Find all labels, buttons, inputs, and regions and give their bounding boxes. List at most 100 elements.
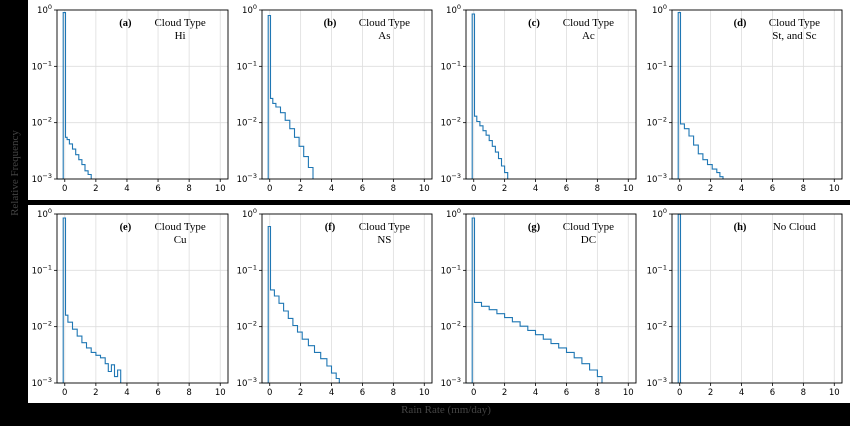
panel-annotation: Cloud Type: [769, 17, 820, 29]
panel-annotation: As: [378, 30, 390, 42]
y-tick-label: 100: [37, 3, 52, 16]
series-line: [57, 217, 122, 384]
y-tick-label: 10−1: [441, 263, 461, 276]
x-tick-label: 2: [708, 388, 713, 398]
x-tick-label: 6: [770, 184, 775, 194]
x-tick-label: 6: [155, 388, 160, 398]
x-tick-label: 6: [360, 388, 365, 398]
x-tick-label: 0: [62, 184, 67, 194]
x-tick-label: 8: [391, 388, 396, 398]
x-tick-label: 2: [93, 388, 98, 398]
x-tick-label: 0: [267, 184, 272, 194]
panel-background: [28, 205, 235, 403]
y-tick-label: 10−2: [32, 116, 52, 129]
x-tick-label: 4: [533, 388, 538, 398]
x-tick-label: 10: [829, 184, 840, 194]
x-tick-label: 2: [708, 184, 713, 194]
y-tick-label: 100: [242, 3, 257, 16]
y-tick-label: 10−1: [237, 263, 257, 276]
y-tick-label: 10−3: [32, 172, 52, 185]
x-tick-label: 0: [62, 388, 67, 398]
panel-background: [643, 0, 850, 200]
axes-frame: [56, 9, 229, 180]
x-tick-label: 4: [124, 184, 129, 194]
panel-label: (f): [325, 222, 336, 233]
y-tick-label: 10−3: [441, 172, 461, 185]
x-tick-label: 10: [623, 388, 634, 398]
panel-annotation: Cloud Type: [359, 17, 410, 29]
y-tick-label: 10−2: [647, 116, 667, 129]
y-tick-label: 100: [446, 207, 461, 220]
panel-annotation: Cloud Type: [154, 17, 205, 29]
x-axis-title: Rain Rate (mm/day): [401, 404, 491, 416]
x-tick-label: 8: [595, 388, 600, 398]
x-tick-label: 10: [215, 388, 226, 398]
x-tick-label: 0: [677, 184, 682, 194]
y-tick-label: 10−1: [237, 59, 257, 72]
panel-background: [643, 205, 850, 403]
y-tick-label: 10−2: [237, 320, 257, 333]
panel-label: (e): [120, 222, 132, 233]
x-tick-label: 2: [502, 184, 507, 194]
y-tick-label: 10−1: [32, 59, 52, 72]
y-tick-label: 100: [37, 207, 52, 220]
axes-frame: [671, 9, 843, 180]
y-tick-label: 10−3: [441, 376, 461, 389]
x-tick-label: 6: [564, 184, 569, 194]
panel-label: (b): [324, 18, 337, 29]
y-tick-label: 10−3: [32, 376, 52, 389]
x-tick-label: 8: [186, 184, 191, 194]
y-tick-label: 100: [446, 3, 461, 16]
x-tick-label: 8: [186, 388, 191, 398]
y-tick-label: 10−1: [32, 263, 52, 276]
x-tick-label: 4: [329, 388, 334, 398]
panel-annotation: Ac: [582, 30, 595, 42]
y-axis-title: Relative Frequency: [9, 130, 21, 216]
series-line: [262, 225, 340, 384]
panel-background: [437, 0, 644, 200]
panel-annotation: Cloud Type: [563, 221, 614, 233]
y-tick-label: 100: [242, 207, 257, 220]
x-tick-label: 2: [93, 184, 98, 194]
x-tick-label: 2: [298, 184, 303, 194]
panel-annotation: Cloud Type: [563, 17, 614, 29]
axes-frame: [261, 9, 433, 180]
x-tick-label: 10: [623, 184, 634, 194]
x-tick-label: 8: [801, 184, 806, 194]
x-tick-label: 4: [124, 388, 129, 398]
y-tick-label: 10−3: [237, 172, 257, 185]
x-tick-label: 6: [770, 388, 775, 398]
panel-annotation: Cu: [174, 234, 187, 246]
x-tick-label: 8: [391, 184, 396, 194]
panel-label: (a): [119, 18, 132, 29]
x-tick-label: 0: [677, 388, 682, 398]
panel-annotation: Hi: [175, 30, 186, 42]
y-tick-label: 10−3: [647, 172, 667, 185]
y-tick-label: 10−2: [441, 116, 461, 129]
y-tick-label: 100: [652, 3, 667, 16]
x-tick-label: 8: [801, 388, 806, 398]
x-tick-label: 10: [419, 388, 430, 398]
y-tick-label: 10−2: [237, 116, 257, 129]
panel-annotation: DC: [581, 234, 596, 246]
x-tick-label: 4: [533, 184, 538, 194]
x-tick-label: 6: [155, 184, 160, 194]
y-tick-label: 10−3: [237, 376, 257, 389]
x-tick-label: 0: [267, 388, 272, 398]
x-tick-label: 4: [739, 184, 744, 194]
y-tick-label: 10−3: [647, 376, 667, 389]
x-tick-label: 8: [595, 184, 600, 194]
panel-annotation: NS: [377, 234, 391, 246]
series-line: [57, 12, 92, 180]
series-line: [466, 13, 509, 180]
axes-frame: [671, 213, 843, 384]
x-tick-label: 4: [329, 184, 334, 194]
series-line: [672, 12, 724, 180]
y-tick-label: 10−1: [647, 263, 667, 276]
panel-annotation: No Cloud: [773, 221, 817, 233]
